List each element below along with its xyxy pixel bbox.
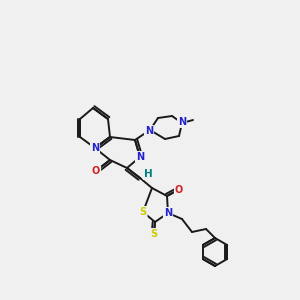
Text: H: H (144, 169, 152, 179)
Text: O: O (175, 185, 183, 195)
Text: O: O (92, 166, 100, 176)
Text: S: S (150, 229, 158, 239)
Text: N: N (164, 208, 172, 218)
Text: N: N (178, 117, 186, 127)
Text: N: N (91, 143, 99, 153)
Text: S: S (140, 207, 147, 217)
Text: N: N (145, 126, 153, 136)
Text: N: N (136, 152, 144, 162)
